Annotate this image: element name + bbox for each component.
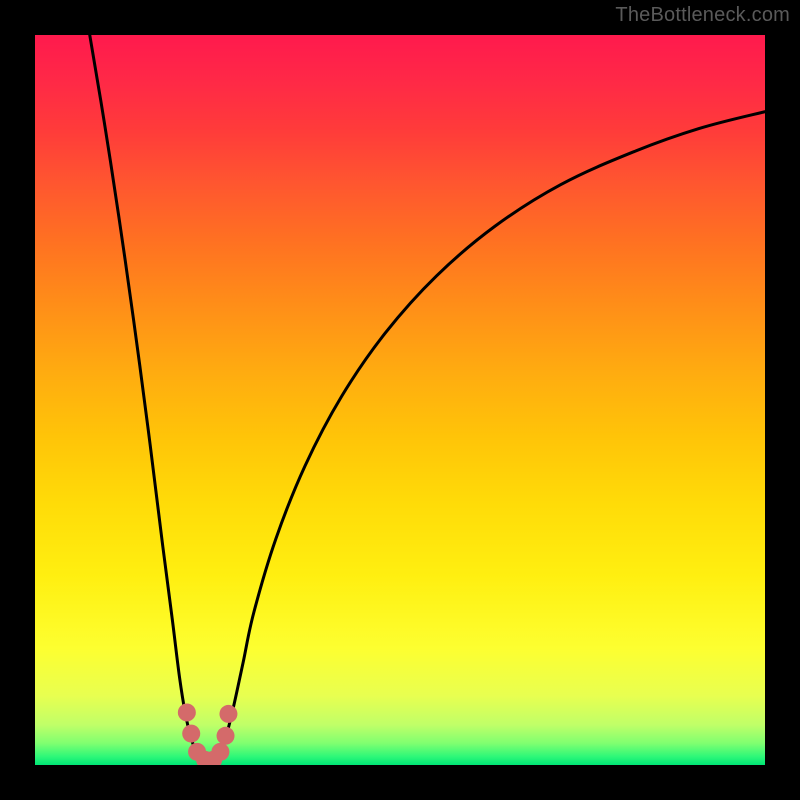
marker-point (211, 743, 229, 761)
marker-point (178, 703, 196, 721)
marker-point (182, 725, 200, 743)
watermark-text: TheBottleneck.com (615, 4, 790, 27)
marker-point (219, 705, 237, 723)
plot-area (35, 35, 765, 765)
marker-point (217, 727, 235, 745)
plot-svg (35, 35, 765, 765)
